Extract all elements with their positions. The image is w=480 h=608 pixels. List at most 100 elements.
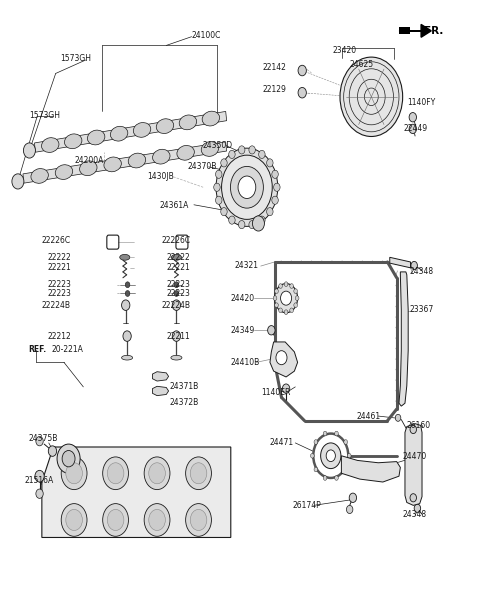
Ellipse shape	[104, 157, 121, 171]
Circle shape	[409, 124, 417, 134]
Text: 1573GH: 1573GH	[60, 54, 91, 63]
Text: 24625: 24625	[349, 60, 374, 69]
Circle shape	[252, 216, 264, 231]
Circle shape	[410, 494, 417, 502]
Circle shape	[280, 291, 292, 305]
Ellipse shape	[133, 123, 151, 137]
Circle shape	[172, 331, 180, 341]
Circle shape	[186, 503, 211, 536]
Ellipse shape	[156, 119, 174, 134]
Ellipse shape	[202, 111, 219, 126]
Polygon shape	[399, 272, 408, 406]
Polygon shape	[153, 371, 168, 381]
Circle shape	[103, 457, 129, 489]
Polygon shape	[405, 424, 422, 505]
Text: 1573GH: 1573GH	[29, 111, 60, 120]
Circle shape	[273, 296, 277, 300]
Circle shape	[275, 303, 278, 308]
Circle shape	[268, 326, 275, 335]
Polygon shape	[153, 386, 168, 396]
Circle shape	[190, 510, 207, 530]
Text: 20-221A: 20-221A	[52, 345, 84, 354]
Circle shape	[344, 467, 348, 472]
Text: 22226C: 22226C	[42, 237, 71, 246]
Polygon shape	[270, 342, 298, 377]
Ellipse shape	[128, 153, 146, 168]
Circle shape	[349, 493, 357, 502]
Circle shape	[36, 437, 43, 446]
Circle shape	[396, 414, 401, 421]
Circle shape	[125, 282, 130, 288]
Circle shape	[272, 196, 278, 204]
Circle shape	[36, 489, 43, 499]
Text: 24100C: 24100C	[192, 31, 221, 40]
Text: 24410B: 24410B	[231, 358, 260, 367]
Text: REF.: REF.	[28, 345, 46, 354]
Circle shape	[410, 426, 417, 434]
Circle shape	[174, 291, 179, 297]
Ellipse shape	[87, 130, 105, 145]
Circle shape	[348, 454, 351, 458]
Circle shape	[174, 282, 179, 288]
Circle shape	[275, 283, 298, 313]
Text: 24350D: 24350D	[202, 140, 232, 150]
Circle shape	[323, 431, 327, 436]
FancyArrow shape	[399, 24, 431, 37]
Ellipse shape	[177, 145, 194, 160]
Text: 24470: 24470	[402, 452, 426, 461]
Text: 22223: 22223	[47, 289, 71, 298]
Circle shape	[276, 351, 287, 365]
Circle shape	[284, 310, 288, 314]
Ellipse shape	[201, 142, 219, 156]
Circle shape	[216, 196, 222, 204]
Ellipse shape	[153, 150, 170, 164]
Text: 22211: 22211	[167, 331, 191, 340]
Ellipse shape	[171, 355, 182, 360]
Ellipse shape	[171, 254, 181, 260]
Text: 24321: 24321	[234, 261, 258, 270]
Text: 22223: 22223	[167, 280, 191, 289]
Ellipse shape	[42, 137, 59, 153]
Circle shape	[279, 284, 282, 288]
Circle shape	[326, 450, 336, 461]
Circle shape	[123, 331, 131, 341]
Text: 24375B: 24375B	[28, 434, 58, 443]
Circle shape	[62, 451, 75, 467]
Circle shape	[347, 505, 353, 514]
Circle shape	[12, 174, 24, 189]
Circle shape	[279, 308, 282, 313]
Ellipse shape	[80, 161, 97, 176]
Circle shape	[323, 475, 327, 480]
Circle shape	[125, 291, 130, 297]
Text: 26160: 26160	[407, 421, 431, 430]
Circle shape	[239, 146, 245, 154]
Circle shape	[149, 463, 165, 484]
Circle shape	[238, 176, 256, 198]
Circle shape	[222, 155, 272, 219]
Text: 22223: 22223	[47, 280, 71, 289]
Text: 22221: 22221	[167, 263, 191, 272]
Circle shape	[314, 467, 318, 472]
Circle shape	[108, 463, 124, 484]
Circle shape	[335, 431, 338, 436]
Text: 22223: 22223	[167, 289, 191, 298]
Circle shape	[228, 150, 235, 159]
Circle shape	[335, 475, 338, 480]
Text: 22224B: 22224B	[42, 301, 71, 309]
Circle shape	[340, 57, 403, 136]
Circle shape	[259, 150, 265, 159]
Text: 24420: 24420	[231, 294, 255, 303]
Text: 24348: 24348	[409, 268, 434, 277]
Circle shape	[48, 446, 57, 457]
Text: 22226C: 22226C	[162, 237, 191, 246]
Circle shape	[275, 289, 278, 294]
Text: 24461: 24461	[356, 412, 380, 421]
Text: 23420: 23420	[332, 46, 356, 55]
Circle shape	[294, 289, 298, 294]
Text: 23367: 23367	[409, 305, 434, 314]
Circle shape	[321, 443, 341, 469]
Circle shape	[249, 146, 255, 154]
Text: 22221: 22221	[47, 263, 71, 272]
Circle shape	[295, 296, 299, 300]
Circle shape	[249, 221, 255, 229]
